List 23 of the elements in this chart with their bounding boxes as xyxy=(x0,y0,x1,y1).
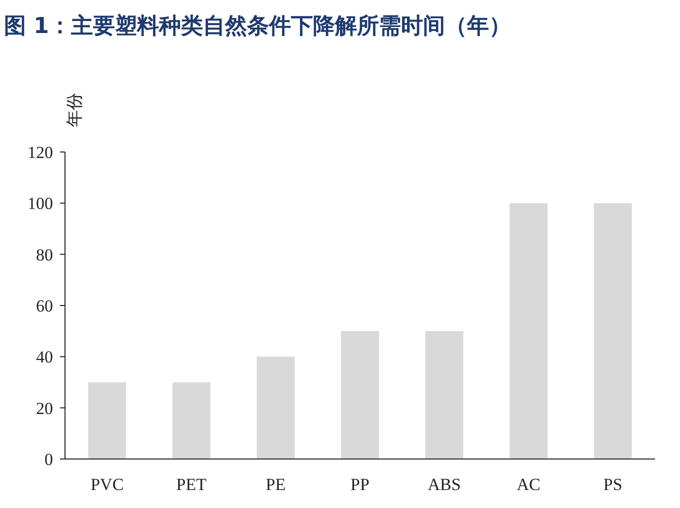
bar xyxy=(172,382,210,459)
y-tick-label: 120 xyxy=(28,143,53,162)
x-tick-label: PE xyxy=(266,475,286,494)
x-tick-label: PET xyxy=(176,475,208,494)
bar xyxy=(510,203,548,459)
bar xyxy=(341,331,379,459)
x-tick-label: PVC xyxy=(90,475,124,494)
bar xyxy=(256,356,295,459)
y-tick-label: 40 xyxy=(36,348,53,367)
x-tick-label: PS xyxy=(603,475,622,494)
y-tick-label: 20 xyxy=(36,398,53,418)
bar xyxy=(594,203,632,459)
chart-title: 图 1：主要塑料种类自然条件下降解所需时间（年） xyxy=(4,13,511,39)
x-tick-label: ABS xyxy=(428,475,461,494)
y-tick-label: 0 xyxy=(44,450,53,469)
y-tick-label: 80 xyxy=(36,245,53,264)
bar xyxy=(88,382,126,459)
x-tick-label: AC xyxy=(516,475,540,494)
y-tick-label: 100 xyxy=(28,194,53,214)
x-tick-label: PP xyxy=(350,475,370,494)
y-axis-title: 年份 xyxy=(65,93,85,127)
y-tick-label: 60 xyxy=(36,296,53,316)
bar xyxy=(425,331,464,459)
